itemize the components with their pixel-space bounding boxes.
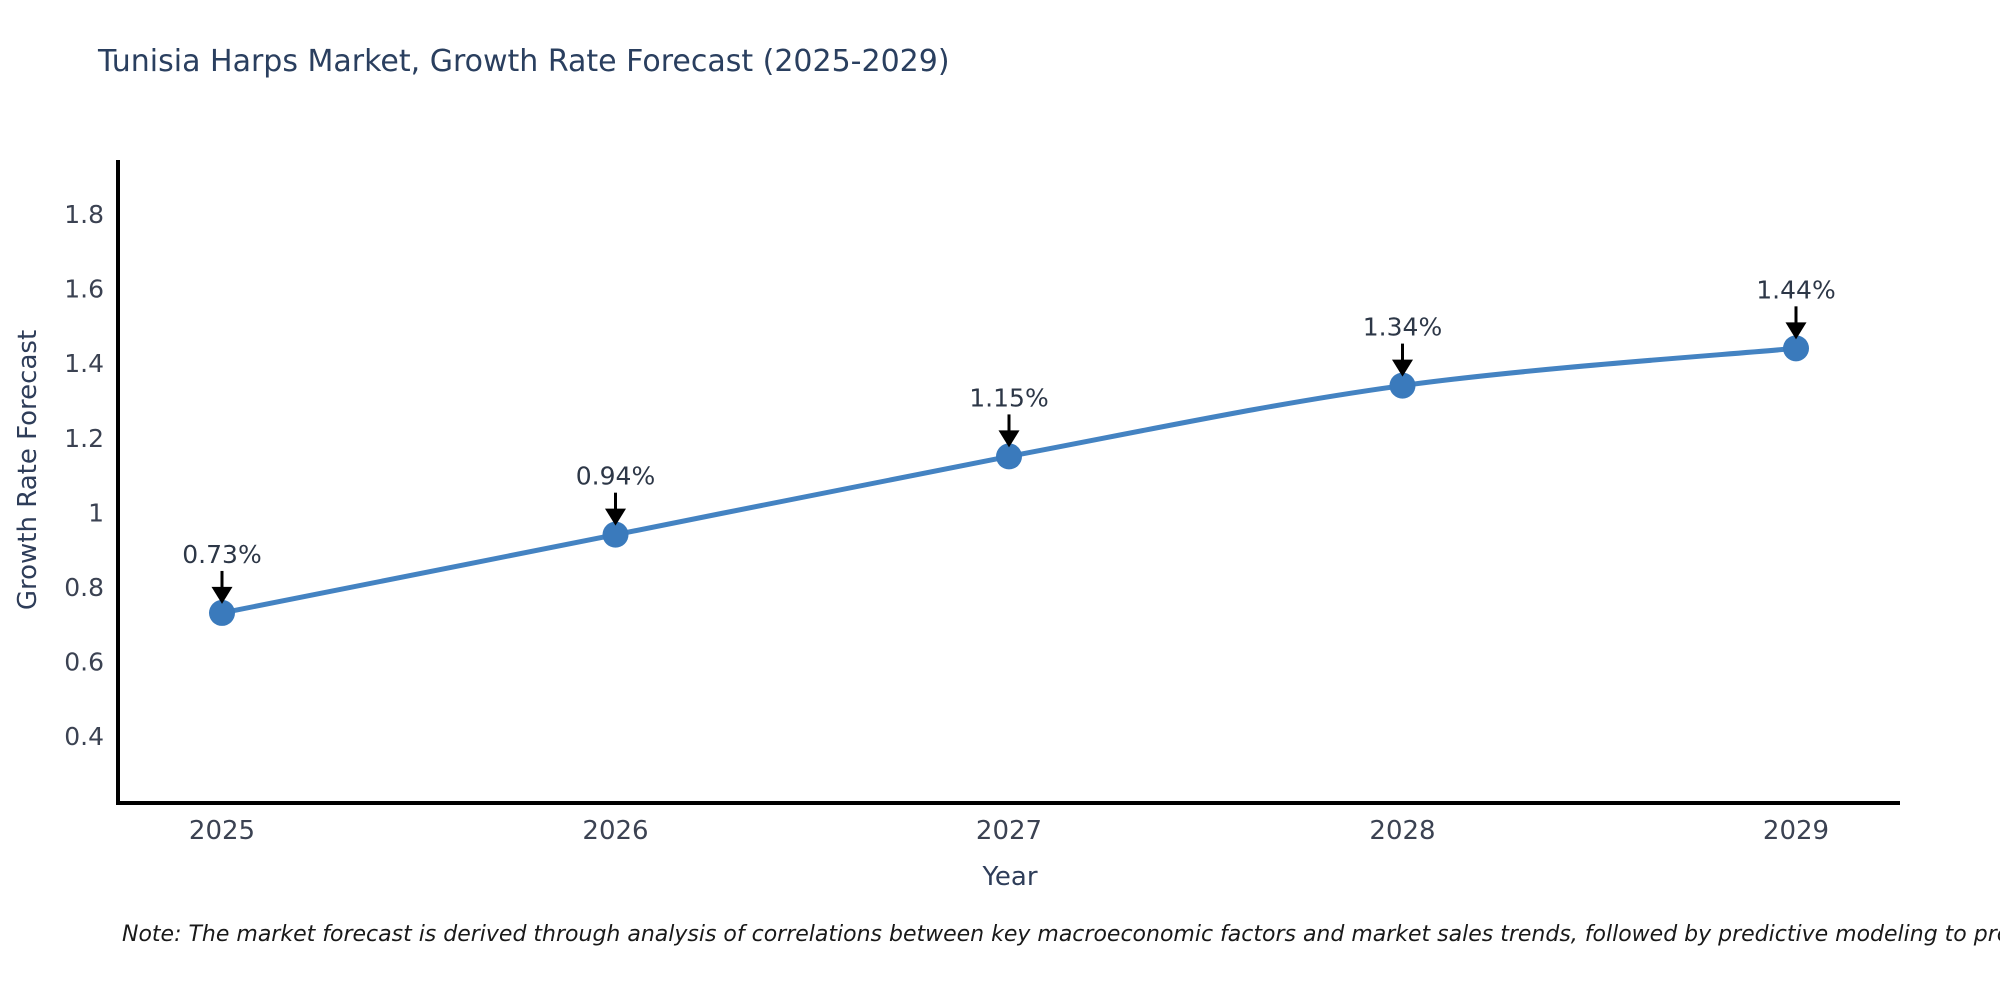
x-tick-label: 2028	[1369, 816, 1435, 846]
footnote: Note: The market forecast is derived thr…	[122, 922, 2000, 947]
chart-title: Tunisia Harps Market, Growth Rate Foreca…	[98, 44, 950, 79]
x-tick-label: 2027	[976, 816, 1042, 846]
x-tick-label: 2026	[582, 816, 648, 846]
annotation-arrow-head	[605, 508, 626, 526]
data-point-marker	[1783, 335, 1809, 362]
annotation-arrow-head	[211, 586, 233, 604]
y-tick-label: 1.4	[64, 349, 104, 378]
y-tick-label: 0.6	[64, 647, 104, 676]
annotation-arrow-head	[1785, 322, 1807, 340]
data-point-marker	[209, 599, 235, 626]
annotation-arrow-head	[998, 430, 1020, 448]
y-tick-label: 1.2	[64, 424, 104, 453]
point-annotation-label: 1.15%	[969, 383, 1048, 412]
point-annotation-label: 1.44%	[1756, 275, 1835, 304]
y-tick-label: 1.8	[64, 200, 104, 229]
y-tick-label: 0.8	[64, 573, 104, 602]
point-annotation-label: 1.34%	[1363, 313, 1442, 342]
x-tick-label: 2029	[1763, 816, 1829, 846]
y-tick-label: 1.6	[64, 275, 104, 304]
data-point-marker	[996, 443, 1022, 470]
point-annotation-label: 0.94%	[576, 462, 655, 491]
y-tick-label: 0.4	[64, 722, 104, 751]
annotation-arrow-head	[1392, 359, 1413, 377]
x-axis-title: Year	[982, 862, 1038, 892]
x-tick-label: 2025	[189, 816, 255, 846]
data-point-marker	[602, 521, 629, 548]
data-point-marker	[1389, 372, 1416, 399]
y-tick-label: 1	[88, 498, 104, 527]
point-annotation-label: 0.73%	[182, 540, 261, 569]
